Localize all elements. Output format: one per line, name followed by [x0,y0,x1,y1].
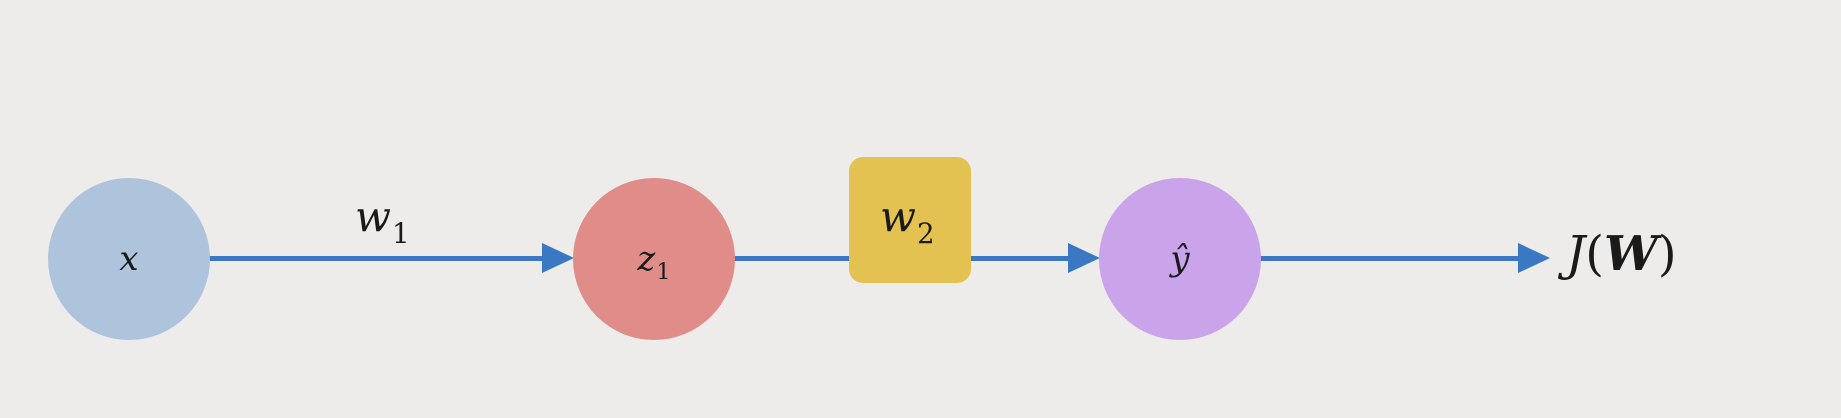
w2-label: w2 [880,192,935,250]
w1-label: w1 [355,192,410,250]
loss-close-paren: ) [1657,226,1677,282]
arrow-x-to-z1 [208,243,574,273]
input-node-x: x [48,178,210,340]
loss-open-paren: ( [1585,226,1604,282]
w1-subscript: 1 [391,216,410,250]
w2-symbol: w [880,192,916,241]
loss-func: J [1566,226,1586,282]
w2-highlight-box [849,157,971,283]
z1-subscript: 1 [656,259,671,286]
w1-symbol: w [355,192,391,241]
output-node-yhat: ŷ [1099,178,1261,340]
w2-subscript: 2 [916,216,935,250]
loss-arg: W [1603,226,1658,282]
arrow-yhat-to-loss [1260,243,1550,273]
hidden-node-z1: z1 [573,178,735,340]
loss-function-label: J(W) [1566,226,1677,282]
z1-symbol: z [637,239,656,279]
yhat-label: ŷ [1170,239,1190,279]
x-label: x [119,239,139,279]
z1-label: z1 [637,239,670,285]
